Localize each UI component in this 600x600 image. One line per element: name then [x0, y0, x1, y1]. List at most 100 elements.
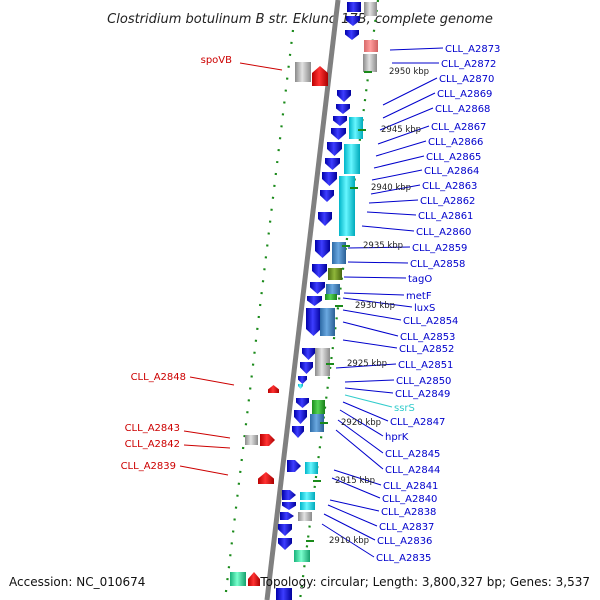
gene-feature-31: [302, 348, 315, 360]
gene-label-spovb: spoVB: [201, 55, 233, 66]
gene-feature-11: [333, 116, 347, 126]
gene-feature-39: [294, 410, 307, 424]
gene-feature-40: [310, 414, 324, 432]
gene-label-ssrs: ssrS: [394, 403, 415, 414]
leader-line-20: [342, 321, 399, 337]
gene-label-cll_a2870: CLL_A2870: [439, 74, 494, 85]
gene-feature-10: [336, 104, 350, 114]
genome-summary: Topology: circular; Length: 3,800,327 bp…: [259, 575, 590, 589]
gene-label-cll_a2852: CLL_A2852: [399, 344, 454, 355]
gene-feature-26: [326, 284, 340, 295]
gene-label-cll_a2850: CLL_A2850: [396, 376, 451, 387]
gene-feature-23: [312, 264, 327, 278]
coordinate-ticks: 2950 kbp 2945 kbp 2940 kbp 2935 kbp 2930 kbp…: [306, 67, 429, 546]
gene-feature-24: [328, 268, 342, 280]
gene-label-cll_a2866: CLL_A2866: [428, 137, 483, 148]
gene-feature-30: [320, 308, 335, 336]
gene-labels: CLL_A2873 CLL_A2872 CLL_A2870 CLL_A2869 CLL_…: [121, 44, 501, 564]
gene-label-hprk: hprK: [385, 432, 409, 443]
leader-line-4: [382, 92, 436, 119]
gene-feature-9: [337, 90, 351, 102]
leader-line-18: [342, 297, 413, 308]
tick-label-4: 2935 kbp: [363, 241, 403, 251]
gene-label-cll_a2873: CLL_A2873: [445, 44, 500, 55]
gene-feature-3: [345, 30, 359, 40]
gene-label-cll_a2872: CLL_A2872: [441, 59, 496, 70]
leader-line-19: [342, 309, 402, 321]
tick-label-3: 2940 kbp: [371, 183, 411, 193]
gene-feature-1: [347, 2, 361, 12]
leader-line-24: [344, 387, 394, 394]
gene-feature-2: [346, 16, 360, 26]
tick-label-2: 2945 kbp: [381, 125, 421, 135]
gene-label-cll_a2839: CLL_A2839: [121, 461, 176, 472]
map-title: Clostridium botulinum B str. Eklund 17B,…: [107, 12, 493, 27]
tick-label-1: 2950 kbp: [389, 67, 429, 77]
gene-label-cll_a2867: CLL_A2867: [431, 122, 486, 133]
leader-line-15: [347, 261, 409, 264]
gene-label-cll_a2869: CLL_A2869: [437, 89, 492, 100]
left-leader-line-1: [239, 62, 283, 71]
gene-feature-34: [298, 376, 307, 384]
leader-line-9: [371, 169, 423, 181]
left-leader-line-4: [183, 444, 231, 449]
gene-label-cll_a2838: CLL_A2838: [381, 507, 436, 518]
tick-label-6: 2925 kbp: [347, 359, 387, 369]
leader-line-13: [361, 225, 415, 232]
gene-label-cll_a2844: CLL_A2844: [385, 465, 440, 476]
leader-line-30: [333, 469, 382, 486]
gene-feature-27: [325, 294, 337, 300]
tick-label-8: 2915 kbp: [335, 476, 375, 486]
leader-line-23: [344, 379, 395, 383]
leader-line-12: [366, 211, 417, 216]
label-leaders: [179, 47, 444, 558]
gene-feature-41: [292, 426, 304, 438]
gene-label-cll_a2853: CLL_A2853: [400, 332, 455, 343]
gene-label-cll_a2843: CLL_A2843: [125, 423, 180, 434]
gene-label-cll_a2859: CLL_A2859: [412, 243, 467, 254]
gene-feature-19: [320, 190, 334, 202]
leader-line-6: [377, 125, 430, 145]
leader-line-28: [337, 419, 384, 454]
inner-ruler: [298, 0, 380, 600]
gene-label-luxs: luxS: [414, 303, 435, 314]
gene-feature-55: [294, 550, 310, 562]
gene-feature-28: [307, 296, 322, 306]
leader-line-25: [344, 394, 393, 408]
gene-label-cll_a2860: CLL_A2860: [416, 227, 471, 238]
gene-feature-17: [322, 172, 337, 186]
gene-feature-16: [344, 144, 360, 174]
leader-line-31: [331, 477, 381, 499]
gene-feature-50: [300, 502, 315, 510]
gene-feature-22: [332, 242, 346, 264]
gene-label-cll_a2845: CLL_A2845: [385, 449, 440, 460]
gene-label-metf: metF: [406, 291, 432, 302]
leader-line-14: [347, 246, 411, 249]
gene-feature-42: [245, 435, 258, 445]
gene-feature-7: [295, 62, 311, 82]
leader-line-17: [343, 292, 405, 296]
gene-feature-18: [339, 176, 355, 236]
gene-feature-44: [258, 472, 274, 484]
gene-label-cll_a2849: CLL_A2849: [395, 389, 450, 400]
gene-label-cll_a2851: CLL_A2851: [398, 360, 453, 371]
leader-line-7: [375, 140, 427, 157]
tick-label-5: 2930 kbp: [355, 301, 395, 311]
gene-feature-57: [248, 572, 260, 586]
gene-feature-35: [298, 384, 303, 389]
gene-feature-6: [363, 54, 377, 72]
gene-feature-52: [298, 512, 312, 521]
leader-line-33: [327, 504, 378, 527]
left-leader-line-5: [179, 465, 229, 476]
gene-feature-51: [280, 512, 294, 520]
gene-feature-4: [364, 2, 377, 16]
gene-feature-5: [364, 40, 378, 52]
gene-feature-25: [310, 282, 325, 294]
gene-feature-15: [325, 158, 340, 170]
gene-label-cll_a2840: CLL_A2840: [382, 494, 437, 505]
gene-label-cll_a2854: CLL_A2854: [403, 316, 458, 327]
gene-features: [230, 2, 378, 600]
leader-line-27: [339, 409, 384, 437]
gene-feature-45: [287, 460, 301, 472]
